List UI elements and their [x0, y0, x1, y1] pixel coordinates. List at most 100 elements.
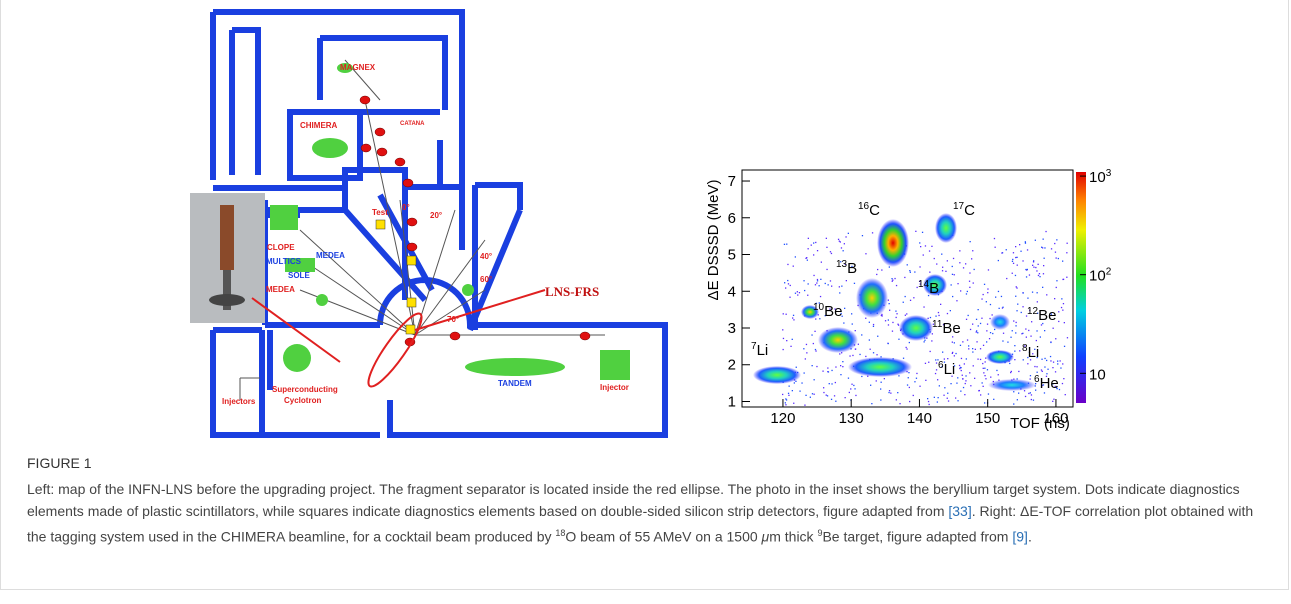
- noise-dot: [1007, 342, 1008, 343]
- noise-dot: [1023, 292, 1024, 293]
- noise-dot: [983, 386, 984, 387]
- noise-dot: [889, 390, 890, 391]
- noise-dot: [1027, 249, 1028, 250]
- noise-dot: [814, 394, 815, 395]
- noise-dot: [815, 242, 816, 243]
- noise-dot: [792, 390, 793, 391]
- noise-dot: [852, 355, 853, 356]
- noise-dot: [850, 388, 851, 389]
- noise-dot: [884, 378, 885, 379]
- noise-dot: [894, 278, 895, 279]
- noise-dot: [954, 274, 955, 275]
- noise-dot: [978, 309, 979, 310]
- blob: [818, 327, 858, 353]
- noise-dot: [790, 285, 791, 286]
- citation-link[interactable]: [33]: [948, 503, 971, 519]
- noise-dot: [1009, 363, 1010, 364]
- map-label: SOLE: [288, 271, 310, 280]
- noise-dot: [935, 316, 936, 317]
- isotope-element: Li: [757, 342, 769, 359]
- noise-dot: [873, 324, 874, 325]
- noise-dot: [938, 315, 939, 316]
- noise-dot: [1033, 261, 1034, 262]
- noise-dot: [961, 370, 962, 371]
- noise-dot: [922, 232, 923, 233]
- noise-dot: [914, 271, 915, 272]
- noise-dot: [959, 250, 960, 251]
- noise-dot: [910, 300, 911, 301]
- noise-dot: [930, 317, 931, 318]
- noise-dot: [939, 385, 940, 386]
- noise-dot: [859, 354, 860, 355]
- y-tick-label: 2: [728, 357, 736, 374]
- noise-dot: [1033, 267, 1034, 268]
- noise-dot: [1013, 263, 1014, 264]
- noise-dot: [808, 238, 809, 239]
- inset-target: [220, 205, 234, 270]
- noise-dot: [822, 371, 823, 372]
- noise-dot: [908, 377, 909, 378]
- noise-dot: [851, 384, 852, 385]
- noise-dot: [992, 314, 993, 315]
- noise-dot: [782, 394, 783, 395]
- dot: [395, 158, 405, 166]
- noise-dot: [1014, 359, 1015, 360]
- figure-graphics: MAGNEX CHIMERA CATANA Test 0° 20° 40° 60…: [0, 0, 1291, 450]
- map-label: MEDEA: [266, 285, 295, 294]
- noise-dot: [782, 329, 783, 330]
- noise-dot: [784, 282, 785, 283]
- noise-dot: [1040, 336, 1041, 337]
- isotope-element: He: [1040, 375, 1059, 392]
- x-tick-label: 150: [975, 410, 1000, 427]
- noise-dot: [987, 292, 988, 293]
- noise-dot: [813, 275, 814, 276]
- noise-dot: [788, 393, 789, 394]
- noise-dot: [830, 251, 831, 252]
- noise-dot: [855, 348, 856, 349]
- noise-dot: [995, 297, 996, 298]
- noise-dot: [1013, 320, 1014, 321]
- map-label: 20°: [430, 211, 442, 220]
- noise-dot: [972, 348, 973, 349]
- noise-dot: [947, 358, 948, 359]
- map: MAGNEX CHIMERA CATANA Test 0° 20° 40° 60…: [190, 12, 665, 435]
- blob: [899, 315, 933, 341]
- map-label: 40°: [480, 252, 492, 261]
- noise-dot: [1042, 371, 1043, 372]
- noise-dot: [792, 317, 793, 318]
- noise-dot: [1016, 310, 1017, 311]
- noise-dot: [1050, 360, 1051, 361]
- noise-dot: [1012, 330, 1013, 331]
- noise-dot: [950, 310, 951, 311]
- noise-dot: [862, 235, 863, 236]
- noise-dot: [1039, 273, 1040, 274]
- noise-dot: [861, 334, 862, 335]
- noise-dot: [962, 341, 963, 342]
- noise-dot: [983, 372, 984, 373]
- noise-dot: [927, 398, 928, 399]
- noise-dot: [898, 375, 899, 376]
- map-element: [316, 294, 328, 306]
- citation-link[interactable]: [9]: [1012, 529, 1028, 545]
- map-element: [312, 138, 348, 158]
- y-tick-label: 3: [728, 320, 736, 337]
- isotope-mass: 13: [836, 259, 848, 270]
- noise-dot: [1001, 296, 1002, 297]
- noise-dot: [1058, 321, 1059, 322]
- noise-dot: [907, 384, 908, 385]
- noise-dot: [820, 296, 821, 297]
- square: [407, 298, 416, 307]
- noise-dot: [823, 387, 824, 388]
- noise-dot: [870, 385, 871, 386]
- noise-dot: [1022, 306, 1023, 307]
- noise-dot: [1043, 239, 1044, 240]
- noise-dot: [1013, 403, 1014, 404]
- noise-dot: [960, 391, 961, 392]
- noise-dot: [986, 330, 987, 331]
- noise-dot: [1019, 350, 1020, 351]
- noise-dot: [861, 376, 862, 377]
- noise-dot: [928, 401, 929, 402]
- noise-dot: [816, 366, 817, 367]
- noise-dot: [950, 383, 951, 384]
- noise-dot: [981, 298, 982, 299]
